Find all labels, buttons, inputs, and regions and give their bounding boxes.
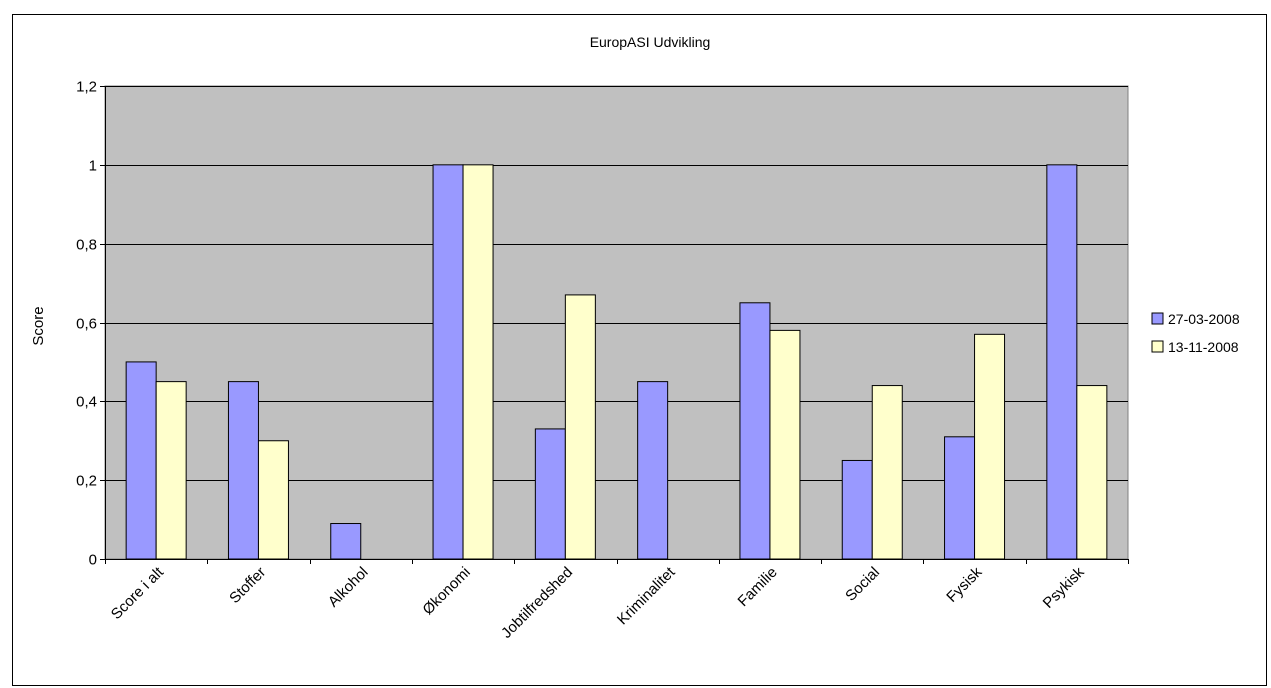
bar-2-3 (462, 164, 494, 560)
legend-label-1: 27-03-2008 (1168, 311, 1240, 327)
y-tick-label-5: 1 (89, 158, 97, 175)
x-tick-label-7: Social (842, 564, 883, 605)
bar-1-6 (739, 302, 771, 560)
bar-1-7 (841, 459, 873, 560)
bar-2-4 (564, 294, 596, 560)
bar-2-8 (974, 333, 1006, 560)
x-tick-label-4: Jobtilfredshed (498, 564, 576, 642)
bar-1-8 (944, 436, 976, 560)
bar-2-9 (1076, 385, 1108, 560)
bar-1-9 (1046, 164, 1078, 560)
y-tick-label-3: 0,6 (76, 316, 97, 333)
chart-title: EuropASI Udvikling (590, 34, 711, 50)
y-tick-label-0: 0 (89, 552, 97, 569)
y-tick-label-4: 0,8 (76, 237, 97, 254)
y-axis-label: Score (30, 306, 47, 345)
bar-1-0 (125, 361, 157, 560)
bar-2-0 (155, 381, 187, 560)
bar-1-2 (330, 523, 362, 560)
x-tick-label-1: Stoffer (226, 564, 269, 607)
bar-2-7 (871, 385, 903, 560)
bar-2-6 (769, 329, 801, 560)
x-tick-label-2: Alkohol (325, 564, 372, 611)
y-tick-label-6: 1,2 (76, 79, 97, 96)
y-tick-label-2: 0,4 (76, 394, 97, 411)
legend-label-2: 13-11-2008 (1168, 339, 1239, 355)
plot-area: 0 0,2 0,4 0,6 0,8 1 1,2 Score i alt Stoffer Alkoh… (76, 79, 1129, 642)
bar-1-4 (534, 428, 566, 560)
bar-1-1 (227, 381, 259, 560)
bar-1-3 (432, 164, 464, 560)
bar-1-5 (637, 381, 669, 560)
x-tick-label-0: Score i alt (108, 563, 168, 623)
legend-swatch-1 (1151, 312, 1164, 325)
legend: 27-03-2008 13-11-2008 (1151, 311, 1240, 355)
x-tick-label-9: Psykisk (1040, 563, 1088, 611)
legend-swatch-2 (1151, 340, 1164, 353)
x-tick-label-5: Kriminalitet (614, 563, 679, 628)
y-tick-label-1: 0,2 (76, 473, 97, 490)
x-tick-label-8: Fysisk (943, 563, 985, 605)
x-tick-label-6: Familie (735, 564, 781, 610)
x-tick-label-3: Økonomi (419, 564, 473, 618)
bar-2-1 (257, 440, 289, 560)
